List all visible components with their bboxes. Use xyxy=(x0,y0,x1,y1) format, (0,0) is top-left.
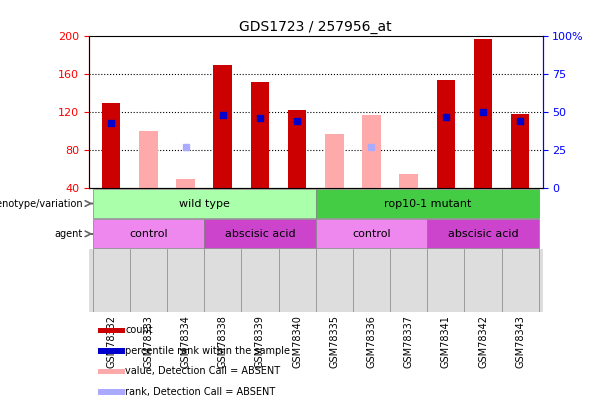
Bar xyxy=(316,220,427,248)
Bar xyxy=(251,82,269,188)
Bar xyxy=(102,103,121,188)
Bar xyxy=(399,174,418,188)
Bar xyxy=(427,220,539,248)
Text: control: control xyxy=(129,229,168,239)
Bar xyxy=(98,328,125,333)
Bar xyxy=(177,179,195,188)
Text: percentile rank within the sample: percentile rank within the sample xyxy=(125,346,290,356)
Text: value, Detection Call = ABSENT: value, Detection Call = ABSENT xyxy=(125,367,280,377)
Bar xyxy=(436,80,455,188)
Bar xyxy=(288,111,306,188)
Bar xyxy=(474,39,492,188)
Bar xyxy=(213,65,232,188)
Bar xyxy=(316,189,539,218)
Bar xyxy=(93,220,204,248)
Bar xyxy=(511,114,530,188)
Text: rop10-1 mutant: rop10-1 mutant xyxy=(384,198,471,209)
Bar xyxy=(204,220,316,248)
Bar xyxy=(98,348,125,354)
Text: agent: agent xyxy=(55,229,83,239)
Bar xyxy=(362,115,381,188)
Bar xyxy=(325,134,343,188)
Bar xyxy=(139,131,158,188)
Text: count: count xyxy=(125,326,153,335)
Text: genotype/variation: genotype/variation xyxy=(0,198,83,209)
Title: GDS1723 / 257956_at: GDS1723 / 257956_at xyxy=(240,20,392,34)
Text: abscisic acid: abscisic acid xyxy=(224,229,295,239)
Text: rank, Detection Call = ABSENT: rank, Detection Call = ABSENT xyxy=(125,387,275,397)
Text: control: control xyxy=(352,229,390,239)
Bar xyxy=(98,369,125,374)
Text: wild type: wild type xyxy=(179,198,230,209)
Bar xyxy=(98,389,125,395)
Bar xyxy=(93,189,316,218)
Text: abscisic acid: abscisic acid xyxy=(447,229,519,239)
